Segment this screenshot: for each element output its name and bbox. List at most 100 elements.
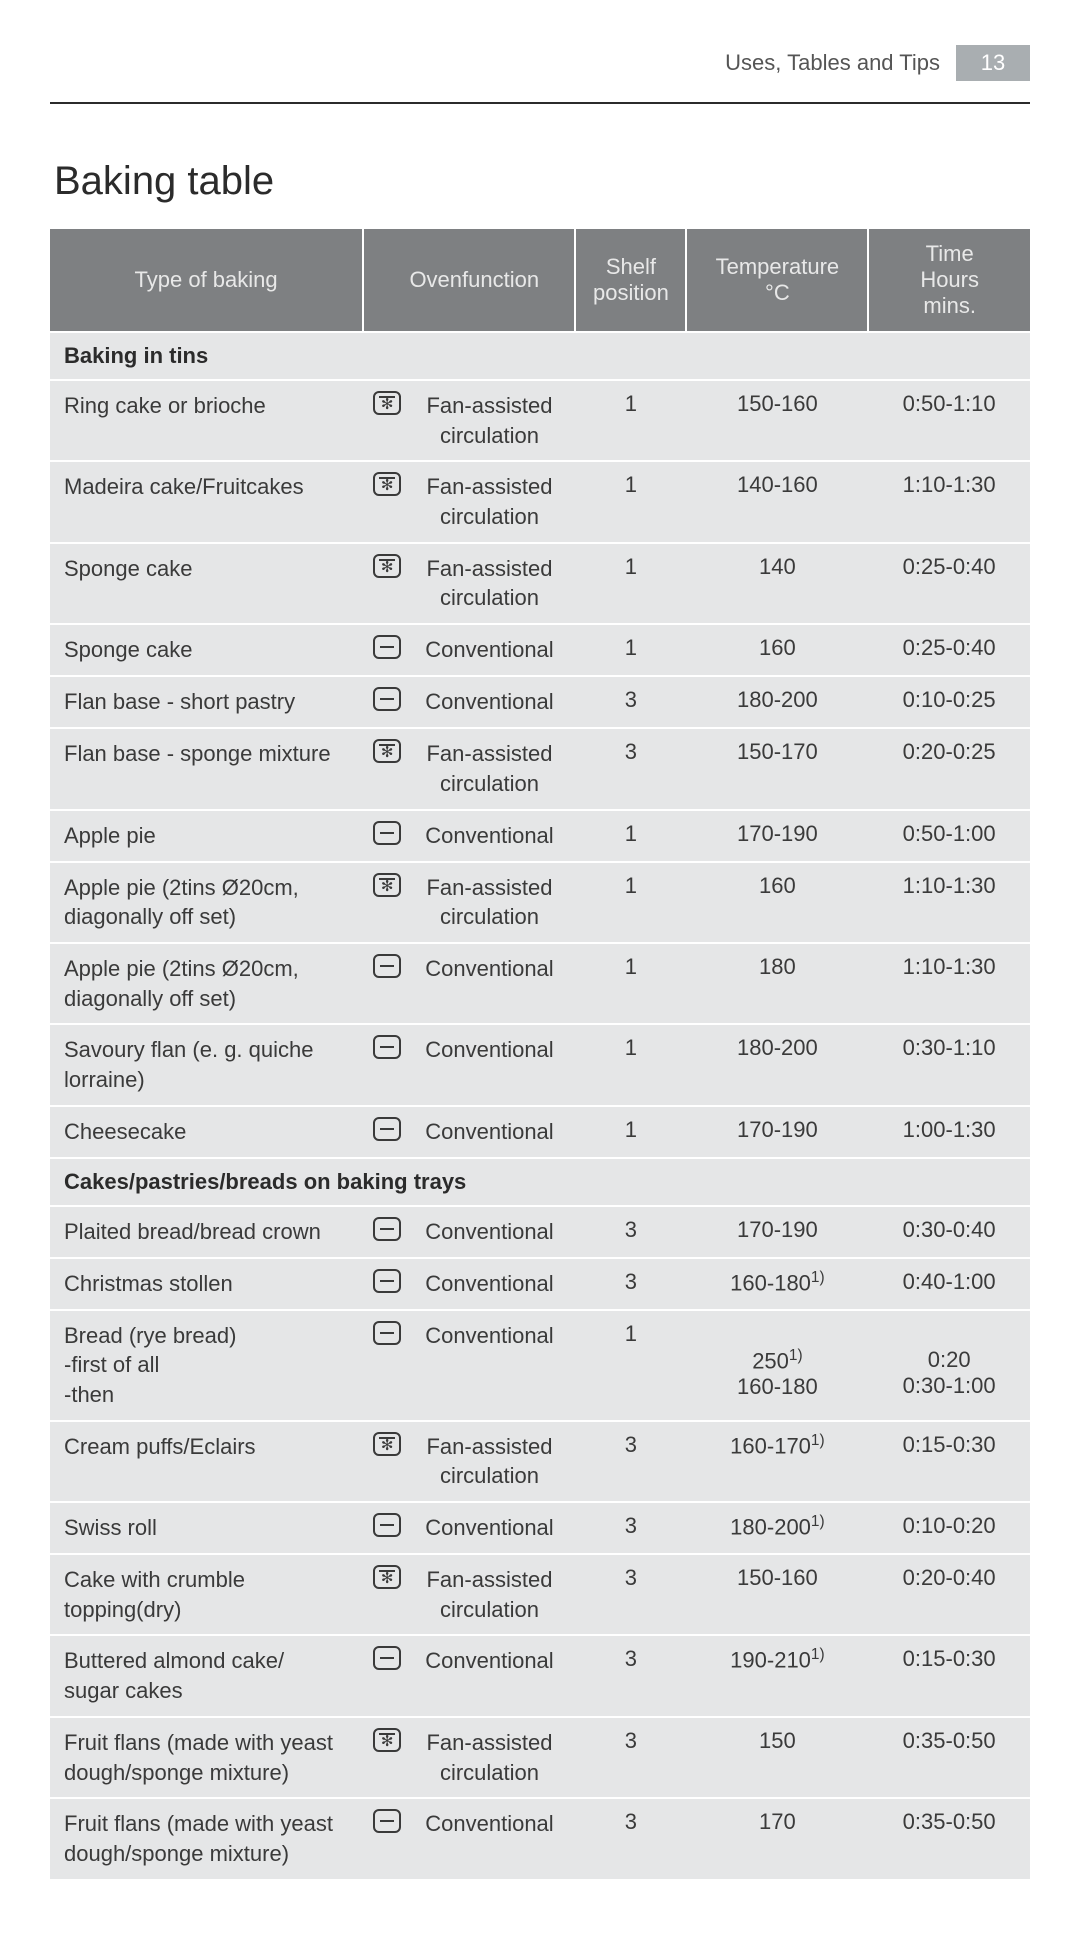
conventional-icon [373, 1513, 401, 1537]
cell-function: Fan-assisted circulation [404, 380, 576, 461]
table-row: Christmas stollenConventional3160-1801)0… [50, 1258, 1030, 1310]
cell-function: Conventional [404, 810, 576, 862]
conventional-icon [373, 1117, 401, 1141]
cell-type: Flan base - short pastry [50, 676, 363, 728]
cell-shelf: 1 [575, 380, 686, 461]
fan-circulation-icon [373, 472, 401, 496]
baking-table: Type of baking Ovenfunction Shelf positi… [50, 229, 1030, 1879]
cell-temperature: 150-170 [686, 728, 868, 809]
cell-temperature: 180 [686, 943, 868, 1024]
cell-icon [363, 1024, 403, 1105]
cell-temperature: 160 [686, 624, 868, 676]
cell-type: Sponge cake [50, 543, 363, 624]
cell-shelf: 1 [575, 624, 686, 676]
cell-temperature: 160-1701) [686, 1421, 868, 1502]
cell-temperature: 2501)160-180 [686, 1310, 868, 1421]
cell-function: Conventional [404, 624, 576, 676]
cell-type: Sponge cake [50, 624, 363, 676]
table-row: Madeira cake/FruitcakesFan-assisted circ… [50, 461, 1030, 542]
col-header-func: Ovenfunction [363, 229, 575, 332]
cell-icon [363, 1717, 403, 1798]
cell-icon [363, 676, 403, 728]
cell-function: Fan-assisted circulation [404, 728, 576, 809]
cell-icon [363, 728, 403, 809]
cell-type: Christmas stollen [50, 1258, 363, 1310]
fan-circulation-icon [373, 1432, 401, 1456]
cell-function: Fan-assisted circulation [404, 862, 576, 943]
table-row: Fruit flans (made with yeast dough/spong… [50, 1717, 1030, 1798]
cell-shelf: 3 [575, 728, 686, 809]
table-row: Sponge cakeConventional11600:25-0:40 [50, 624, 1030, 676]
cell-time: 0:10-0:20 [868, 1502, 1030, 1554]
cell-shelf: 1 [575, 1310, 686, 1421]
table-row: Flan base - sponge mixtureFan-assisted c… [50, 728, 1030, 809]
cell-shelf: 3 [575, 1258, 686, 1310]
cell-temperature: 170-190 [686, 1206, 868, 1258]
cell-temperature: 180-200 [686, 676, 868, 728]
fan-circulation-icon [373, 391, 401, 415]
cell-time: 0:40-1:00 [868, 1258, 1030, 1310]
conventional-icon [373, 1809, 401, 1833]
cell-temperature: 160 [686, 862, 868, 943]
cell-type: Cheesecake [50, 1106, 363, 1158]
fan-circulation-icon [373, 873, 401, 897]
cell-time: 0:50-1:00 [868, 810, 1030, 862]
col-header-time: Time Hours mins. [868, 229, 1030, 332]
cell-shelf: 3 [575, 676, 686, 728]
cell-shelf: 3 [575, 1421, 686, 1502]
cell-type: Savoury flan (e. g. quiche lorraine) [50, 1024, 363, 1105]
col-header-shelf-l1: Shelf [606, 254, 656, 279]
cell-temperature: 140 [686, 543, 868, 624]
cell-shelf: 1 [575, 1106, 686, 1158]
cell-icon [363, 1635, 403, 1716]
cell-temperature: 170 [686, 1798, 868, 1878]
cell-time: 0:20-0:40 [868, 1554, 1030, 1635]
table-row: Ring cake or brioche Fan-assisted circula… [50, 380, 1030, 461]
cell-type: Swiss roll [50, 1502, 363, 1554]
col-header-temp-l1: Temperature [716, 254, 840, 279]
conventional-icon [373, 954, 401, 978]
table-row: Cake with crumble topping(dry)Fan-assist… [50, 1554, 1030, 1635]
cell-icon [363, 810, 403, 862]
cell-time: 1:10-1:30 [868, 943, 1030, 1024]
table-section-row: Baking in tins [50, 332, 1030, 380]
cell-icon [363, 1502, 403, 1554]
cell-shelf: 1 [575, 1024, 686, 1105]
cell-time: 0:15-0:30 [868, 1421, 1030, 1502]
table-section-row: Cakes/pastries/breads on baking trays [50, 1158, 1030, 1206]
cell-icon [363, 1258, 403, 1310]
cell-function: Conventional [404, 1310, 576, 1421]
cell-icon [363, 1310, 403, 1421]
col-header-shelf-l2: position [593, 280, 669, 305]
header-rule [50, 102, 1030, 104]
cell-function: Conventional [404, 1798, 576, 1878]
conventional-icon [373, 1646, 401, 1670]
table-row: Savoury flan (e. g. quiche lorraine)Conv… [50, 1024, 1030, 1105]
cell-shelf: 1 [575, 810, 686, 862]
cell-icon [363, 380, 403, 461]
cell-type: Ring cake or brioche [50, 380, 363, 461]
cell-temperature: 150-160 [686, 380, 868, 461]
table-row: Bread (rye bread)-first of all-thenConve… [50, 1310, 1030, 1421]
cell-icon [363, 1206, 403, 1258]
cell-function: Conventional [404, 1206, 576, 1258]
col-header-type: Type of baking [50, 229, 363, 332]
col-header-time-l2: Hours [920, 267, 979, 292]
table-row: Flan base - short pastryConventional3180… [50, 676, 1030, 728]
page-title: Baking table [54, 159, 1030, 204]
cell-type: Fruit flans (made with yeast dough/spong… [50, 1798, 363, 1878]
conventional-icon [373, 1035, 401, 1059]
cell-temperature: 140-160 [686, 461, 868, 542]
cell-function: Fan-assisted circulation [404, 461, 576, 542]
cell-time: 0:20-0:25 [868, 728, 1030, 809]
table-row: Apple pie (2tins Ø20cm, diagonally off s… [50, 943, 1030, 1024]
fan-circulation-icon [373, 739, 401, 763]
cell-time: 1:10-1:30 [868, 862, 1030, 943]
conventional-icon [373, 635, 401, 659]
conventional-icon [373, 1217, 401, 1241]
col-header-time-l3: mins. [923, 293, 976, 318]
cell-icon [363, 943, 403, 1024]
cell-type: Cream puffs/Eclairs [50, 1421, 363, 1502]
col-header-time-l1: Time [926, 241, 974, 266]
cell-time: 1:00-1:30 [868, 1106, 1030, 1158]
